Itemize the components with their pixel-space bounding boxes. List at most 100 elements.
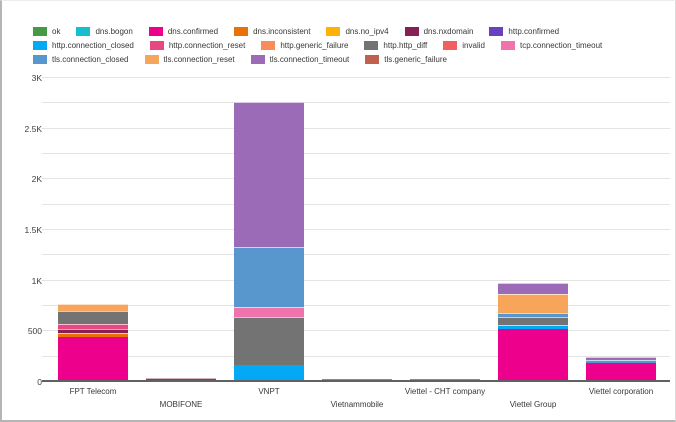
bar-segment-tcp.connection_timeout[interactable] — [234, 307, 304, 318]
legend-label: dns.inconsistent — [253, 26, 311, 36]
legend-item-http.generic_failure[interactable]: http.generic_failure — [261, 40, 349, 50]
legend-item-tls.connection_closed[interactable]: tls.connection_closed — [33, 54, 129, 64]
bar-segment-dns.inconsistent[interactable] — [58, 332, 128, 338]
legend-swatch — [326, 26, 341, 36]
legend-swatch — [500, 40, 515, 50]
bar-segment-tls.connection_closed[interactable] — [410, 379, 480, 380]
gridline — [42, 330, 670, 332]
legend-label: http.generic_failure — [280, 40, 349, 50]
gridline — [42, 153, 670, 154]
bar-segment-dns.confirmed[interactable] — [498, 329, 568, 380]
bar-segment-dns.nxdomain[interactable] — [58, 328, 128, 333]
legend-label: tls.connection_closed — [52, 54, 129, 64]
legend-label: http.connection_reset — [168, 40, 246, 50]
bar-segment-tls.connection_timeout[interactable] — [234, 102, 304, 248]
gridline — [42, 279, 670, 281]
legend-swatch — [443, 40, 458, 50]
legend-swatch — [148, 26, 163, 36]
y-tick-label: 1.5K — [24, 225, 43, 235]
bar-segment-dns.nxdomain[interactable] — [146, 377, 216, 380]
legend-item-invalid[interactable]: invalid — [443, 40, 485, 50]
legend-item-ok[interactable]: ok — [33, 26, 61, 36]
bar-segment-tls.connection_reset[interactable] — [58, 303, 128, 312]
legend-item-tls.generic_failure[interactable]: tls.generic_failure — [365, 54, 447, 64]
legend-label: tcp.connection_timeout — [519, 40, 603, 50]
legend-label: http.confirmed — [508, 26, 560, 36]
gridline — [42, 178, 670, 180]
x-category-label: MOBIFONE — [159, 400, 203, 409]
legend-item-tls.connection_timeout[interactable]: tls.connection_timeout — [250, 54, 350, 64]
bar-segment-dns.confirmed[interactable] — [585, 362, 656, 380]
legend-item-http.connection_reset[interactable]: http.connection_reset — [149, 40, 246, 50]
bar-Viettel corporation — [585, 356, 656, 380]
legend-swatch — [76, 26, 91, 36]
legend-row: tls.connection_closed tls.connection_rese… — [33, 52, 618, 66]
legend-item-http.confirmed[interactable]: http.confirmed — [489, 26, 560, 36]
legend-label: dns.bogon — [95, 26, 133, 36]
bar-segment-tls.connection_closed[interactable] — [498, 313, 568, 318]
bar-FPT Telecom — [58, 303, 128, 380]
gridline — [42, 254, 670, 256]
y-tick-label: 2.5K — [24, 123, 43, 134]
chart-legend: ok dns.bogon dns.confirmed dns.inconsistent… — [33, 24, 618, 66]
legend-row: http.connection_closed http.connection_re… — [33, 38, 618, 52]
x-axis: FPT Telecom MOBIFONE VNPT Vietnammobile Viet… — [49, 387, 665, 417]
bar-segment-http.http_diff[interactable] — [498, 317, 568, 326]
bar-MOBIFONE — [146, 377, 216, 380]
bar-segment-http.http_diff[interactable] — [234, 317, 304, 365]
bar-VNPT — [234, 102, 304, 380]
gridline — [42, 203, 670, 205]
bar-segment-http.connection_closed[interactable] — [498, 325, 568, 330]
gridline — [42, 305, 670, 306]
legend-swatch — [144, 54, 159, 64]
bar-segment-tls.connection_closed[interactable] — [585, 359, 656, 363]
legend-item-dns.bogon[interactable]: dns.bogon — [76, 26, 133, 36]
legend-swatch — [364, 40, 379, 50]
legend-item-dns.nxdomain[interactable]: dns.nxdomain — [404, 26, 474, 36]
legend-label: dns.nxdomain — [423, 26, 474, 36]
bar-segment-http.connection_reset[interactable] — [58, 323, 128, 329]
legend-item-http.http_diff[interactable]: http.http_diff — [364, 40, 428, 50]
bar-segment-dns.confirmed[interactable] — [146, 379, 216, 380]
legend-item-dns.inconsistent[interactable]: dns.inconsistent — [234, 26, 311, 36]
legend-swatch — [489, 26, 504, 36]
y-tick-label: 500 — [27, 326, 42, 337]
legend-label: http.http_diff — [383, 40, 428, 50]
legend-row: ok dns.bogon dns.confirmed dns.inconsistent… — [33, 24, 618, 38]
legend-swatch — [33, 54, 47, 64]
gridline — [42, 127, 670, 129]
legend-label: dns.no_ipv4 — [345, 26, 389, 36]
legend-swatch — [404, 26, 419, 36]
x-category-label: Vietnammobile — [330, 400, 384, 409]
bar-segment-http.http_diff[interactable] — [58, 311, 128, 324]
bar-Viettel Group — [498, 282, 568, 380]
gridline — [42, 102, 670, 104]
bar-segment-tls.connection_closed[interactable] — [234, 247, 304, 308]
bar-segment-tls.connection_timeout[interactable] — [585, 356, 656, 360]
gridline — [42, 77, 670, 78]
bar-segment-tls.connection_timeout[interactable] — [498, 282, 568, 294]
legend-swatch — [33, 26, 47, 36]
gridline — [42, 229, 670, 230]
y-tick-label: 0 — [37, 377, 42, 387]
bar-segment-tls.connection_reset[interactable] — [498, 293, 568, 314]
bar-segment-http.connection_closed[interactable] — [234, 364, 304, 380]
x-category-label: Viettel - CHT company — [404, 387, 486, 396]
legend-item-tcp.connection_timeout[interactable]: tcp.connection_timeout — [500, 40, 603, 50]
legend-item-dns.confirmed[interactable]: dns.confirmed — [148, 26, 218, 36]
legend-label: http.connection_closed — [52, 40, 134, 50]
plot-area — [42, 77, 670, 382]
y-tick-label: 2K — [31, 174, 42, 185]
legend-swatch — [365, 54, 380, 64]
x-category-label: Viettel corporation — [588, 387, 654, 396]
legend-item-dns.no_ipv4[interactable]: dns.no_ipv4 — [326, 26, 389, 36]
gridline — [42, 355, 670, 357]
legend-label: tls.connection_timeout — [269, 54, 350, 64]
bar-segment-tls.connection_closed[interactable] — [322, 379, 392, 380]
legend-item-tls.connection_reset[interactable]: tls.connection_reset — [144, 54, 235, 64]
legend-label: ok — [52, 26, 61, 36]
x-axis-line — [42, 380, 670, 382]
bar-segment-dns.confirmed[interactable] — [58, 337, 128, 380]
legend-item-http.connection_closed[interactable]: http.connection_closed — [33, 40, 134, 50]
